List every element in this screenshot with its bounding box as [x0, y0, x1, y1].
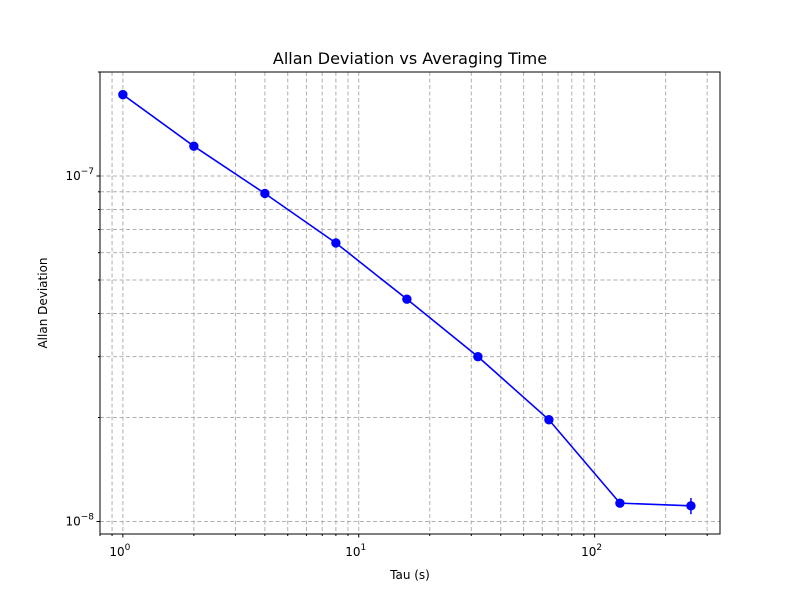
data-point [189, 141, 199, 151]
y-tick-label: 10−7 [65, 167, 94, 183]
series [118, 89, 696, 515]
x-axis-label: Tau (s) [389, 568, 430, 582]
grid [99, 71, 720, 534]
x-tick-label: 102 [581, 543, 602, 559]
x-tick-label: 100 [109, 543, 130, 559]
data-point [544, 415, 554, 425]
plot-frame [99, 71, 721, 535]
ticks: 100 101 102 10−8 10−7 [65, 71, 708, 559]
data-point [615, 498, 625, 508]
x-tick-label: 101 [345, 543, 366, 559]
data-point [331, 238, 341, 248]
chart-title: Allan Deviation vs Averaging Time [273, 49, 547, 68]
data-point [260, 188, 270, 199]
data-point [686, 501, 696, 511]
y-tick-label: 10−8 [65, 512, 94, 528]
y-axis-label: Allan Deviation [36, 257, 50, 348]
data-point [402, 294, 412, 304]
data-point [118, 89, 128, 100]
data-point [473, 351, 483, 362]
